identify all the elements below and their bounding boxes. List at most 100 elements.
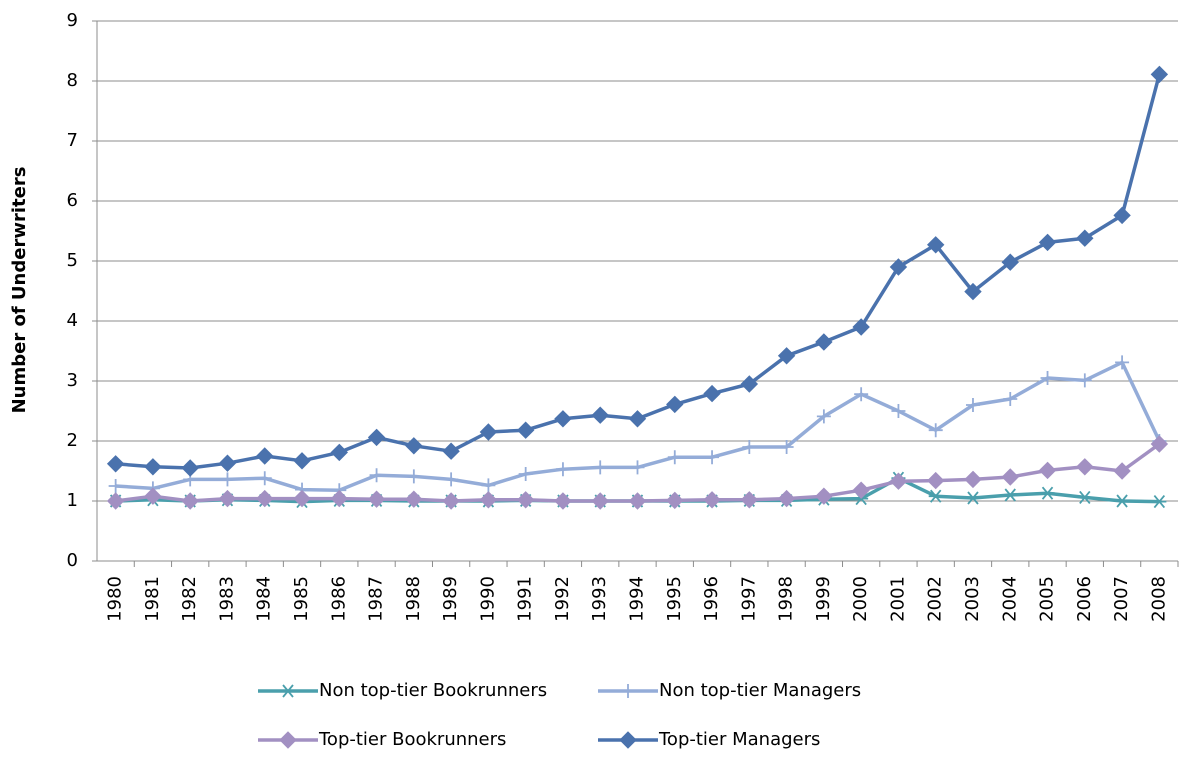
y-tick-label: 4	[67, 310, 78, 331]
x-tick-label: 1988	[403, 576, 424, 622]
x-tick-label: 1982	[179, 576, 200, 622]
data-point	[666, 491, 684, 510]
legend-marker	[621, 684, 635, 698]
data-point	[1076, 458, 1094, 476]
x-tick-label: 1983	[216, 576, 237, 622]
y-tick-label: 8	[67, 70, 78, 91]
data-point	[518, 467, 533, 481]
data-point	[740, 491, 759, 509]
data-point	[1003, 488, 1018, 502]
data-point	[293, 489, 311, 508]
legend-label: Non top-tier Bookrunners	[319, 680, 547, 701]
x-tick-label: 2005	[1037, 576, 1058, 622]
data-point	[181, 492, 199, 510]
data-point	[1113, 462, 1131, 480]
data-point	[854, 387, 869, 402]
data-point	[144, 458, 162, 476]
data-point	[1150, 65, 1169, 84]
x-tick-label: 1993	[589, 576, 610, 622]
x-tick-label: 1991	[515, 576, 536, 622]
data-point	[330, 443, 349, 462]
y-tick-label: 0	[67, 550, 78, 571]
data-point	[1077, 490, 1092, 504]
x-tick-label: 1994	[627, 576, 648, 622]
data-point	[181, 459, 199, 477]
data-point	[965, 398, 980, 412]
data-point	[369, 468, 384, 483]
data-point	[779, 440, 794, 454]
data-point	[293, 452, 311, 470]
x-tick-label: 1998	[776, 576, 797, 622]
series-line	[115, 73, 1162, 470]
data-point	[1003, 392, 1018, 406]
data-point	[777, 489, 796, 508]
x-tick-label: 2002	[925, 576, 946, 622]
x-tick-label: 1984	[254, 576, 275, 622]
data-point	[928, 423, 943, 438]
x-tick-label: 2008	[1148, 576, 1169, 622]
y-tick-label: 9	[67, 10, 78, 31]
data-point	[666, 395, 684, 414]
data-point	[889, 472, 908, 490]
data-point	[703, 491, 721, 509]
data-point	[516, 421, 535, 439]
x-tick-label: 1995	[664, 576, 685, 622]
data-point	[591, 406, 609, 424]
data-point	[1077, 373, 1092, 388]
data-point	[367, 428, 386, 447]
data-point	[964, 282, 982, 301]
x-tick-label: 1985	[291, 576, 312, 622]
data-point	[1150, 435, 1169, 453]
x-tick-label: 2007	[1111, 576, 1132, 622]
data-point	[815, 333, 833, 351]
data-point	[777, 347, 796, 365]
data-point	[630, 460, 645, 475]
data-point	[852, 318, 870, 336]
data-point	[1038, 233, 1057, 252]
data-point	[442, 492, 460, 510]
x-tick-label: 2001	[887, 576, 908, 622]
data-point	[740, 375, 759, 393]
data-point	[703, 384, 721, 403]
data-point	[926, 236, 945, 254]
data-point	[106, 455, 125, 473]
data-point	[1115, 494, 1130, 508]
data-point	[1076, 229, 1094, 247]
data-point	[965, 491, 980, 505]
data-point	[1040, 371, 1055, 385]
data-point	[852, 481, 870, 499]
data-point	[1001, 468, 1019, 486]
data-point	[705, 450, 720, 465]
data-point	[106, 492, 125, 510]
y-tick-label: 7	[67, 130, 78, 151]
data-point	[405, 490, 423, 508]
x-tick-label: 2000	[850, 576, 871, 622]
data-point	[479, 491, 498, 509]
x-tick-label: 2003	[962, 576, 983, 622]
data-point	[256, 489, 274, 508]
data-point	[1001, 253, 1019, 271]
data-point	[442, 442, 460, 460]
data-point	[815, 487, 833, 505]
y-axis-label: Number of Underwriters	[9, 167, 30, 414]
data-point	[108, 479, 123, 493]
data-point	[628, 410, 647, 428]
data-point	[405, 437, 423, 455]
data-point	[256, 447, 274, 465]
data-point	[218, 454, 237, 472]
x-tick-label: 1999	[813, 576, 834, 622]
data-point	[220, 472, 235, 487]
data-point	[481, 478, 496, 493]
data-point	[928, 489, 943, 503]
x-tick-label: 1980	[105, 576, 126, 622]
data-point	[554, 492, 572, 510]
data-point	[444, 472, 459, 487]
data-point	[742, 440, 757, 454]
legend-label: Top-tier Managers	[658, 729, 820, 750]
data-point	[891, 404, 906, 418]
y-tick-label: 6	[67, 190, 78, 211]
x-tick-label: 1987	[366, 576, 387, 622]
data-point	[479, 423, 498, 441]
data-point	[516, 491, 535, 509]
